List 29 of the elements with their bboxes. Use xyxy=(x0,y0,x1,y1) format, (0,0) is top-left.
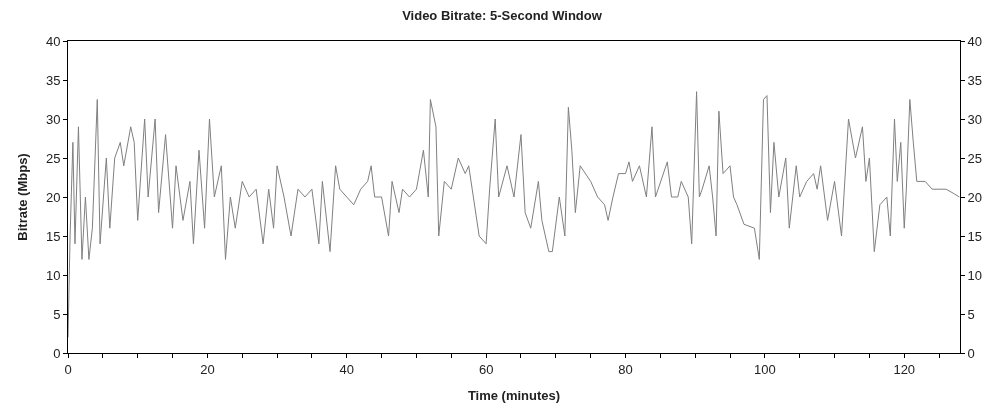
y-tick-label: 20 xyxy=(45,189,61,205)
y2-tick-label: 30 xyxy=(967,111,983,127)
y2-tick-label: 40 xyxy=(967,33,983,49)
y-tick-label: 40 xyxy=(45,33,61,49)
y-tick-label: 15 xyxy=(45,228,61,244)
y2-tick-label: 20 xyxy=(967,189,983,205)
chart-title: Video Bitrate: 5-Second Window xyxy=(402,7,603,23)
y-tick-label: 0 xyxy=(53,345,61,361)
y2-tick-label: 25 xyxy=(967,150,983,166)
y-tick-label: 30 xyxy=(45,111,61,127)
y2-tick-label: 15 xyxy=(967,228,983,244)
line-series xyxy=(68,91,960,338)
x-tick-label: 120 xyxy=(893,361,916,377)
x-tick-label: 100 xyxy=(754,361,776,377)
y2-tick-label: 0 xyxy=(967,345,975,361)
y-tick-label: 25 xyxy=(45,150,61,166)
y-axis-title: Bitrate (Mbps) xyxy=(14,153,30,241)
y-tick-label: 35 xyxy=(45,72,61,88)
y-tick-label: 10 xyxy=(45,267,61,283)
y2-tick-label: 5 xyxy=(967,306,975,322)
y2-tick-label: 10 xyxy=(967,267,983,283)
x-tick-label: 20 xyxy=(200,361,215,377)
x-tick-label: 0 xyxy=(64,361,72,377)
x-axis-title: Time (minutes) xyxy=(467,388,561,404)
x-tick-label: 80 xyxy=(618,361,633,377)
x-tick-label: 60 xyxy=(478,361,494,377)
y-tick-label: 5 xyxy=(53,306,61,322)
x-tick-label: 40 xyxy=(339,361,354,377)
y2-tick-label: 35 xyxy=(967,72,983,88)
